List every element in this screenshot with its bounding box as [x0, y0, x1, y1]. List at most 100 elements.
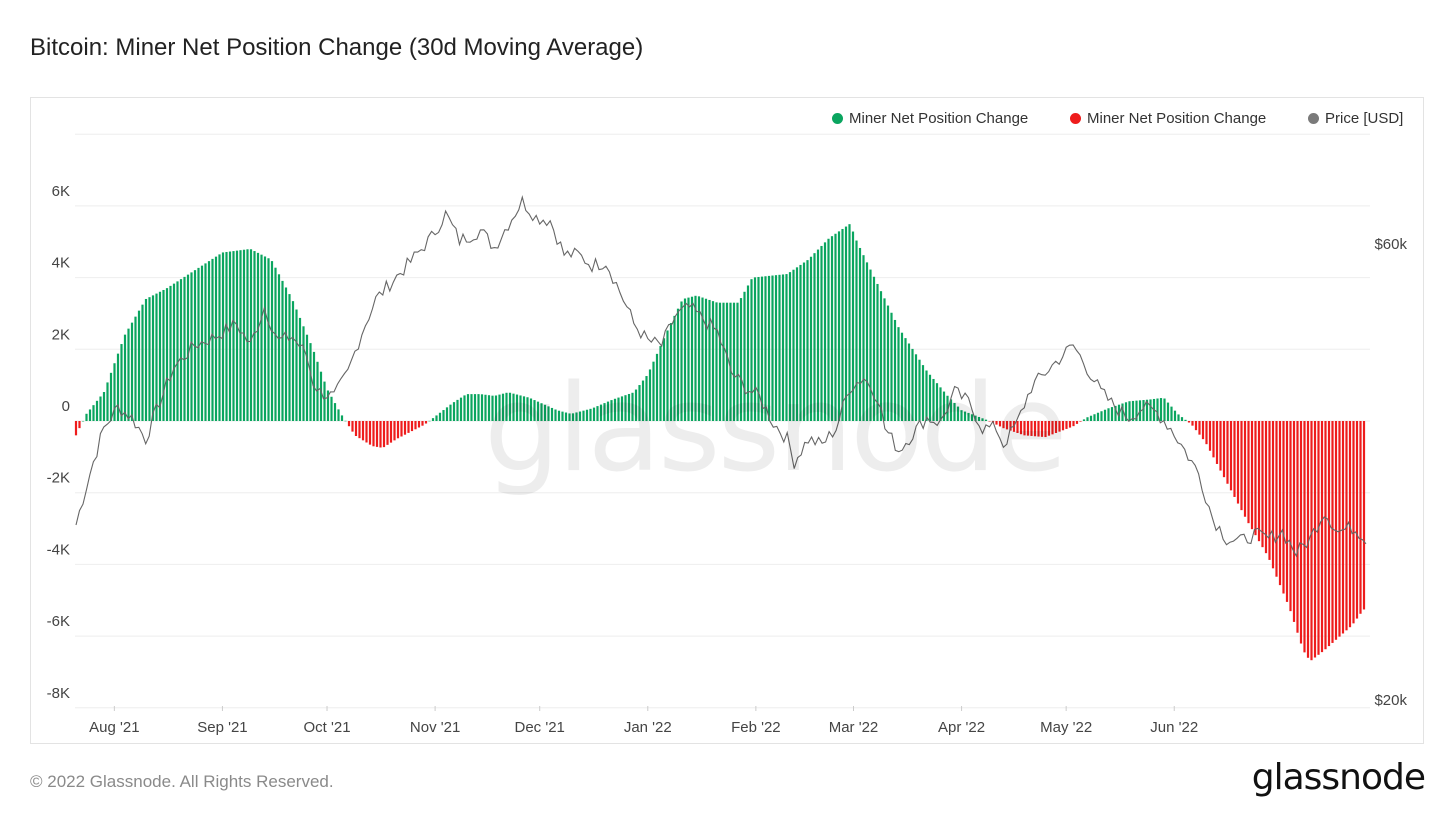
legend-label: Miner Net Position Change	[1087, 110, 1267, 127]
bar	[1331, 421, 1334, 643]
bar	[1191, 421, 1194, 426]
bar	[431, 418, 435, 421]
bar	[596, 406, 599, 421]
bar	[127, 328, 130, 421]
bar	[274, 267, 277, 421]
bar	[480, 394, 484, 421]
bar	[302, 326, 305, 421]
bar	[277, 274, 281, 421]
bar	[354, 421, 358, 437]
legend-dot-red-icon	[1070, 113, 1081, 124]
bar	[743, 291, 746, 421]
bar	[505, 392, 508, 421]
bar	[613, 398, 617, 421]
bar	[1201, 421, 1205, 440]
bar	[739, 298, 743, 421]
y-tick-label: 4K	[52, 255, 70, 272]
bar-series	[74, 224, 1366, 661]
bar	[802, 262, 806, 421]
bar	[186, 274, 190, 421]
y-tick-label: -4K	[47, 541, 70, 558]
bar	[501, 393, 505, 421]
y-tick-label: -8K	[47, 685, 70, 702]
bar	[690, 296, 694, 421]
bar	[953, 402, 956, 421]
y-tick-label: -6K	[47, 613, 70, 630]
bar	[571, 413, 575, 421]
bar	[554, 409, 557, 421]
bar	[715, 302, 718, 421]
bar	[648, 369, 652, 421]
bar	[851, 231, 855, 421]
bar	[1264, 421, 1268, 554]
bar	[144, 298, 148, 421]
bar	[200, 265, 204, 421]
bar	[1107, 408, 1110, 421]
bar	[1033, 421, 1037, 437]
bar	[351, 421, 354, 432]
bar	[1156, 398, 1159, 421]
legend-positive[interactable]: Miner Net Position Change	[832, 110, 1028, 127]
legend-price[interactable]: Price [USD]	[1308, 110, 1403, 127]
bar	[627, 393, 631, 421]
bar	[547, 406, 550, 421]
bar	[235, 250, 239, 421]
x-tick-label: Aug '21	[89, 719, 139, 736]
bar	[753, 277, 757, 421]
bar	[680, 301, 683, 421]
bar	[1268, 421, 1271, 560]
bar	[1310, 421, 1313, 661]
bar	[319, 371, 323, 421]
bar	[116, 353, 120, 421]
bar	[687, 297, 690, 421]
bar	[732, 302, 736, 421]
bar	[456, 399, 459, 421]
legend-dot-green-icon	[832, 113, 843, 124]
bar	[585, 409, 589, 421]
bar	[477, 394, 480, 421]
bar	[746, 285, 750, 421]
bar	[494, 395, 498, 421]
bar	[291, 301, 295, 421]
bar	[942, 391, 946, 421]
bar	[1026, 421, 1030, 436]
bar	[883, 298, 886, 421]
bar	[697, 296, 701, 421]
bar	[1355, 421, 1359, 619]
bar	[662, 338, 666, 421]
glassnode-logo[interactable]: glassnode	[1251, 757, 1426, 798]
bar	[704, 298, 708, 421]
bar	[1359, 421, 1362, 614]
bar	[316, 361, 319, 421]
bar	[1296, 421, 1299, 633]
bar	[1051, 421, 1054, 435]
bar	[1096, 412, 1100, 421]
bar	[760, 276, 764, 421]
bar	[165, 288, 169, 421]
bar	[806, 260, 809, 421]
bar	[141, 304, 144, 421]
page-title: Bitcoin: Miner Net Position Change (30d …	[30, 34, 644, 61]
bar	[659, 346, 662, 421]
bar	[358, 421, 361, 439]
bar	[921, 365, 925, 421]
bar	[424, 421, 428, 424]
bar	[757, 276, 760, 421]
bar	[1243, 421, 1247, 517]
bar	[340, 415, 344, 421]
bar	[1313, 421, 1317, 658]
bar	[1254, 421, 1257, 536]
bar	[1124, 402, 1128, 421]
bar	[1072, 421, 1075, 427]
bar	[263, 256, 267, 421]
bar	[470, 394, 473, 421]
bar	[1317, 421, 1320, 655]
bar	[326, 390, 330, 421]
legend-negative[interactable]: Miner Net Position Change	[1070, 110, 1266, 127]
bar	[750, 279, 753, 421]
bar	[1282, 421, 1285, 594]
bar	[666, 330, 669, 421]
legend-label: Price [USD]	[1325, 110, 1404, 127]
x-tick-label: Jun '22	[1150, 719, 1198, 736]
bar	[246, 249, 249, 421]
